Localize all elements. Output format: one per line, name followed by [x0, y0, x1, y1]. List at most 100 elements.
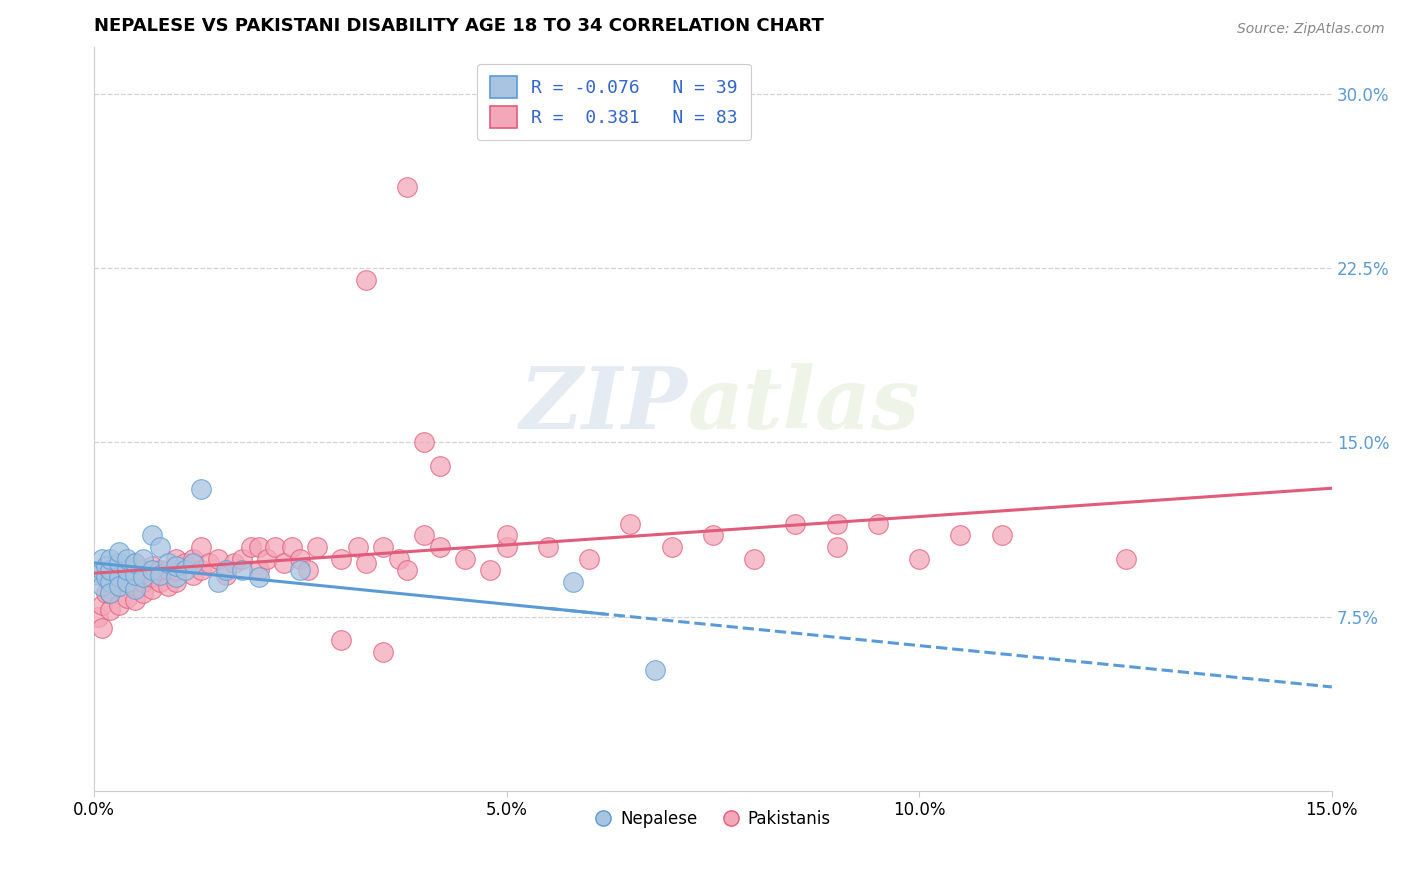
Text: atlas: atlas — [688, 362, 921, 446]
Point — [207, 574, 229, 589]
Point — [96, 586, 118, 600]
Text: Source: ZipAtlas.com: Source: ZipAtlas.com — [1237, 22, 1385, 37]
Point — [124, 567, 146, 582]
Point — [247, 563, 270, 577]
Point — [124, 567, 146, 582]
Point — [264, 540, 287, 554]
Point — [165, 563, 187, 577]
Point — [273, 556, 295, 570]
Point — [149, 574, 172, 589]
Point — [115, 551, 138, 566]
Point — [990, 528, 1012, 542]
Point — [165, 551, 187, 566]
Point — [181, 556, 204, 570]
Point — [866, 516, 889, 531]
Point — [98, 551, 121, 566]
Point — [165, 574, 187, 589]
Point — [124, 582, 146, 596]
Point — [207, 551, 229, 566]
Point — [396, 563, 419, 577]
Point — [231, 551, 253, 566]
Point — [247, 540, 270, 554]
Point — [141, 528, 163, 542]
Point — [115, 591, 138, 606]
Point — [132, 574, 155, 589]
Point — [141, 570, 163, 584]
Point — [91, 621, 114, 635]
Point — [396, 179, 419, 194]
Point — [157, 556, 180, 570]
Point — [149, 540, 172, 554]
Point — [132, 551, 155, 566]
Point — [661, 540, 683, 554]
Point — [98, 603, 121, 617]
Point — [132, 586, 155, 600]
Point — [91, 579, 114, 593]
Point — [115, 574, 138, 589]
Point — [181, 551, 204, 566]
Point — [91, 598, 114, 612]
Point — [107, 556, 129, 570]
Point — [330, 551, 353, 566]
Point — [132, 570, 155, 584]
Point — [247, 570, 270, 584]
Point — [115, 574, 138, 589]
Point — [288, 563, 311, 577]
Point — [215, 567, 238, 582]
Point — [115, 563, 138, 577]
Point — [949, 528, 972, 542]
Point — [157, 579, 180, 593]
Point — [149, 563, 172, 577]
Point — [1115, 551, 1137, 566]
Point — [96, 558, 118, 573]
Point — [107, 570, 129, 584]
Point — [141, 558, 163, 573]
Text: NEPALESE VS PAKISTANI DISABILITY AGE 18 TO 34 CORRELATION CHART: NEPALESE VS PAKISTANI DISABILITY AGE 18 … — [94, 17, 824, 35]
Point — [198, 556, 221, 570]
Point — [371, 540, 394, 554]
Point — [181, 567, 204, 582]
Point — [281, 540, 304, 554]
Point — [239, 540, 262, 554]
Point — [330, 632, 353, 647]
Point — [124, 579, 146, 593]
Point — [413, 435, 436, 450]
Point — [115, 563, 138, 577]
Point — [87, 567, 110, 582]
Point — [347, 540, 370, 554]
Point — [107, 598, 129, 612]
Point — [107, 570, 129, 584]
Point — [124, 593, 146, 607]
Point — [107, 558, 129, 573]
Point — [231, 563, 253, 577]
Point — [98, 574, 121, 589]
Point — [91, 563, 114, 577]
Point — [173, 563, 195, 577]
Point — [124, 556, 146, 570]
Point — [124, 556, 146, 570]
Point — [495, 528, 517, 542]
Point — [256, 551, 278, 566]
Point — [107, 579, 129, 593]
Legend: Nepalese, Pakistanis: Nepalese, Pakistanis — [589, 804, 837, 835]
Point — [190, 563, 212, 577]
Point — [190, 482, 212, 496]
Point — [141, 563, 163, 577]
Point — [413, 528, 436, 542]
Point — [98, 574, 121, 589]
Point — [429, 540, 451, 554]
Point — [702, 528, 724, 542]
Point — [305, 540, 328, 554]
Point — [165, 558, 187, 573]
Point — [785, 516, 807, 531]
Point — [429, 458, 451, 473]
Point — [107, 579, 129, 593]
Point — [87, 609, 110, 624]
Point — [495, 540, 517, 554]
Point — [96, 570, 118, 584]
Point — [165, 570, 187, 584]
Point — [288, 551, 311, 566]
Point — [388, 551, 411, 566]
Point — [561, 574, 583, 589]
Point — [454, 551, 477, 566]
